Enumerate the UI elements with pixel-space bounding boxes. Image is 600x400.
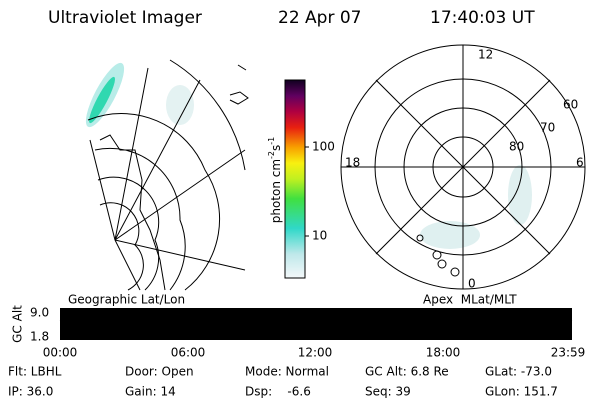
geographic-map [85, 59, 249, 291]
info-field: GLat: -73.0 [485, 365, 552, 379]
info-field: GLon: 151.7 [485, 385, 558, 399]
colorbar-label: photon cm-2s-1 [267, 137, 283, 224]
timeline-xtick: 18:00 [426, 346, 461, 360]
title: Ultraviolet Imager [48, 8, 202, 28]
timeline-ytick: 1.8 [30, 330, 49, 344]
info-field: Gain: 14 [125, 385, 176, 399]
colorbar-tick-label: 10 [312, 229, 327, 243]
info-field: IP: 36.0 [8, 385, 53, 399]
time: 17:40:03 UT [430, 8, 535, 28]
info-field: Door: Open [125, 365, 194, 379]
timeline-ytick: 9.0 [30, 306, 49, 320]
altitude-timeline [59, 308, 573, 340]
polar-plot [340, 44, 586, 290]
polar-label: 60 [563, 98, 578, 112]
polar-label: 80 [509, 140, 524, 154]
panel-label: Geographic Lat/Lon [68, 293, 185, 307]
polar-label: 18 [345, 156, 360, 170]
header: Ultraviolet Imager 22 Apr 07 17:40:03 UT [48, 8, 535, 28]
polar-label: 6 [576, 156, 584, 170]
info-field: Mode: Normal [245, 365, 329, 379]
info-panel: Flt: LBHL Door: Open Mode: Normal GC Alt: 6… [8, 365, 558, 399]
polar-label: 12 [478, 48, 493, 62]
panel-label: Apex MLat/MLT [423, 293, 517, 307]
info-field: GC Alt: 6.8 Re [365, 365, 449, 379]
polar-label: 0 [468, 277, 476, 291]
timeline-xtick: 06:00 [171, 346, 206, 360]
colorbar-tick-label: 100 [312, 140, 335, 154]
info-field: Dsp: -6.6 [245, 385, 311, 399]
timeline-xtick: 23:59 [551, 346, 586, 360]
polar-label: 70 [540, 121, 555, 135]
info-field: Seq: 39 [365, 385, 411, 399]
timeline-xtick: 00:00 [43, 346, 78, 360]
colorbar [284, 79, 306, 279]
date: 22 Apr 07 [278, 8, 361, 28]
info-field: Flt: LBHL [8, 365, 62, 379]
timeline-ylabel: GC Alt [11, 305, 25, 343]
timeline-xtick: 12:00 [298, 346, 333, 360]
